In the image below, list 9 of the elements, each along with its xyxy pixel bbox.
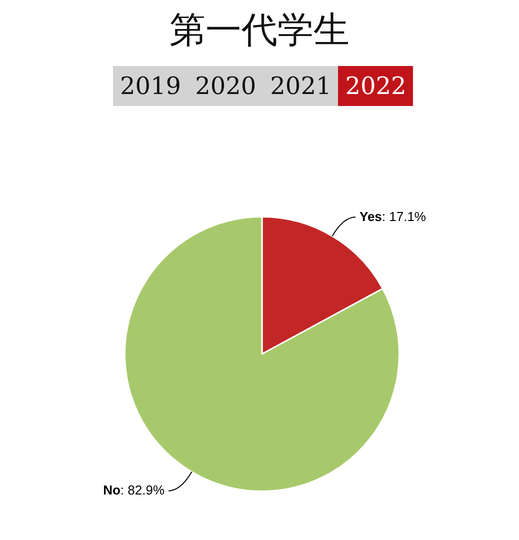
text: 2020 [188, 66, 264, 106]
text: 2021 [263, 66, 338, 106]
data-label: : 82.9% [120, 482, 165, 498]
text: 2022 [338, 66, 414, 106]
slice-label: No [103, 482, 120, 498]
data-label: : 17.1% [382, 208, 426, 224]
chart-title: 第一代学生 [168, 9, 350, 53]
slice-label: Yes [359, 208, 382, 224]
text: 2019 [113, 66, 188, 106]
